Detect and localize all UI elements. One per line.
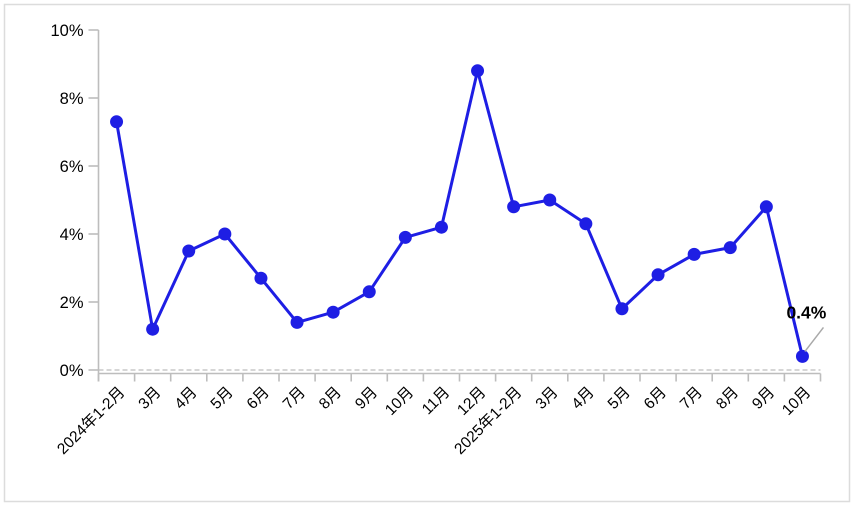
data-point <box>723 241 737 255</box>
data-point <box>362 285 376 299</box>
data-point <box>218 227 232 241</box>
x-axis-label: 10月 <box>779 384 814 419</box>
data-point <box>471 64 485 78</box>
x-axis-label: 8月 <box>316 384 345 413</box>
data-point <box>651 268 665 282</box>
data-point <box>326 305 340 319</box>
y-axis-label: 0% <box>60 362 84 380</box>
x-axis-label: 8月 <box>713 384 742 413</box>
data-point <box>110 115 124 129</box>
data-point <box>290 315 304 329</box>
x-axis-label: 9月 <box>352 384 381 413</box>
x-axis-label: 4月 <box>171 384 200 413</box>
y-axis-label: 8% <box>60 90 84 108</box>
x-axis-label: 5月 <box>605 384 634 413</box>
x-axis-label: 6月 <box>641 384 670 413</box>
x-axis-label: 11月 <box>419 384 453 418</box>
x-axis-label: 9月 <box>749 384 778 413</box>
data-point <box>615 302 629 316</box>
x-axis-label: 3月 <box>135 384 164 413</box>
x-axis-label: 2025年1-2月 <box>451 383 526 458</box>
y-axis-label: 10% <box>50 22 83 40</box>
x-axis-label: 7月 <box>280 384 309 413</box>
x-axis-label: 6月 <box>244 384 273 413</box>
data-point <box>795 349 809 363</box>
x-axis-label: 2024年1-2月 <box>54 383 129 458</box>
y-axis-label: 4% <box>60 226 84 244</box>
data-point <box>434 220 448 234</box>
x-axis-label: 3月 <box>532 384 561 413</box>
x-axis-label: 5月 <box>208 384 237 413</box>
data-line <box>115 69 804 358</box>
x-axis-label: 10月 <box>382 384 417 419</box>
data-point <box>182 244 196 258</box>
data-point <box>543 193 557 207</box>
data-point <box>507 200 521 214</box>
data-point <box>759 200 773 214</box>
image-frame-border <box>3 3 851 503</box>
data-point <box>254 271 268 285</box>
data-point <box>687 247 701 261</box>
data-point <box>579 217 593 231</box>
annotation-leader-line <box>804 326 825 352</box>
y-axis-label: 2% <box>60 294 84 312</box>
annotation-label: 0.4% <box>786 302 826 322</box>
y-axis-label: 6% <box>60 158 84 176</box>
data-point <box>398 230 412 244</box>
x-axis-label: 4月 <box>569 384 598 413</box>
x-axis-label: 7月 <box>677 384 706 413</box>
data-point <box>146 322 160 336</box>
